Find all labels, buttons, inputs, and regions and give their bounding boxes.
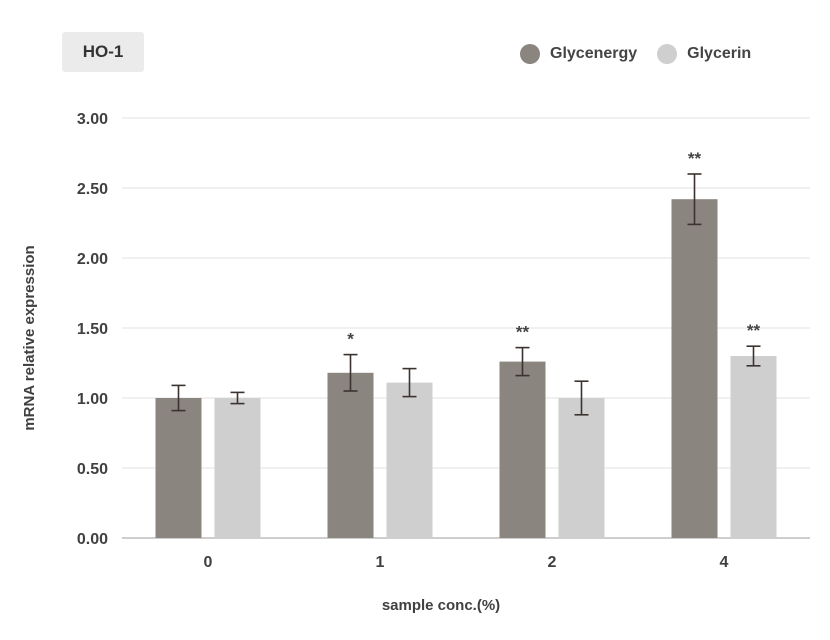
x-axis-title: sample conc.(%) [382,597,500,614]
bar [214,398,261,538]
legend-item-glycerin: Glycerin [657,44,751,64]
x-tick-label: 2 [548,554,557,571]
y-tick-label: 2.50 [77,181,108,198]
significance-marker: ** [688,149,702,168]
significance-marker: * [347,330,354,349]
bar [386,382,433,538]
y-tick-label: 2.00 [77,251,108,268]
y-axis-title: mRNA relative expression [21,245,38,430]
y-tick-label: 0.00 [77,531,108,548]
y-tick-label: 1.00 [77,391,108,408]
bar [155,398,202,538]
significance-marker: ** [516,323,530,342]
bar [671,199,718,538]
y-tick-label: 1.50 [77,321,108,338]
legend-swatch-glycerin [657,44,678,64]
legend-label-glycerin: Glycerin [687,45,752,62]
bar [730,356,777,538]
y-tick-label: 0.50 [77,461,108,478]
y-tick-label: 3.00 [77,111,108,128]
x-tick-label: 0 [204,554,213,571]
x-tick-label: 4 [720,554,729,571]
x-tick-label: 1 [376,554,385,571]
significance-marker: ** [747,321,761,340]
bar [499,361,546,538]
legend: Glycenergy Glycerin [520,44,771,64]
chart-title-badge: HO-1 [62,32,144,72]
labels: 0.00 0.50 1.00 1.50 2.00 2.50 3.00 0 * 1 ** 2 ** ** 4 [77,111,761,571]
bars [155,199,777,538]
chart-title: HO-1 [82,42,124,61]
bar [558,398,605,538]
error-bars [171,173,761,416]
legend-swatch-glycenergy [520,44,540,64]
legend-item-glycenergy: Glycenergy [520,44,637,64]
legend-label-glycenergy: Glycenergy [550,45,638,62]
bar [327,372,374,538]
